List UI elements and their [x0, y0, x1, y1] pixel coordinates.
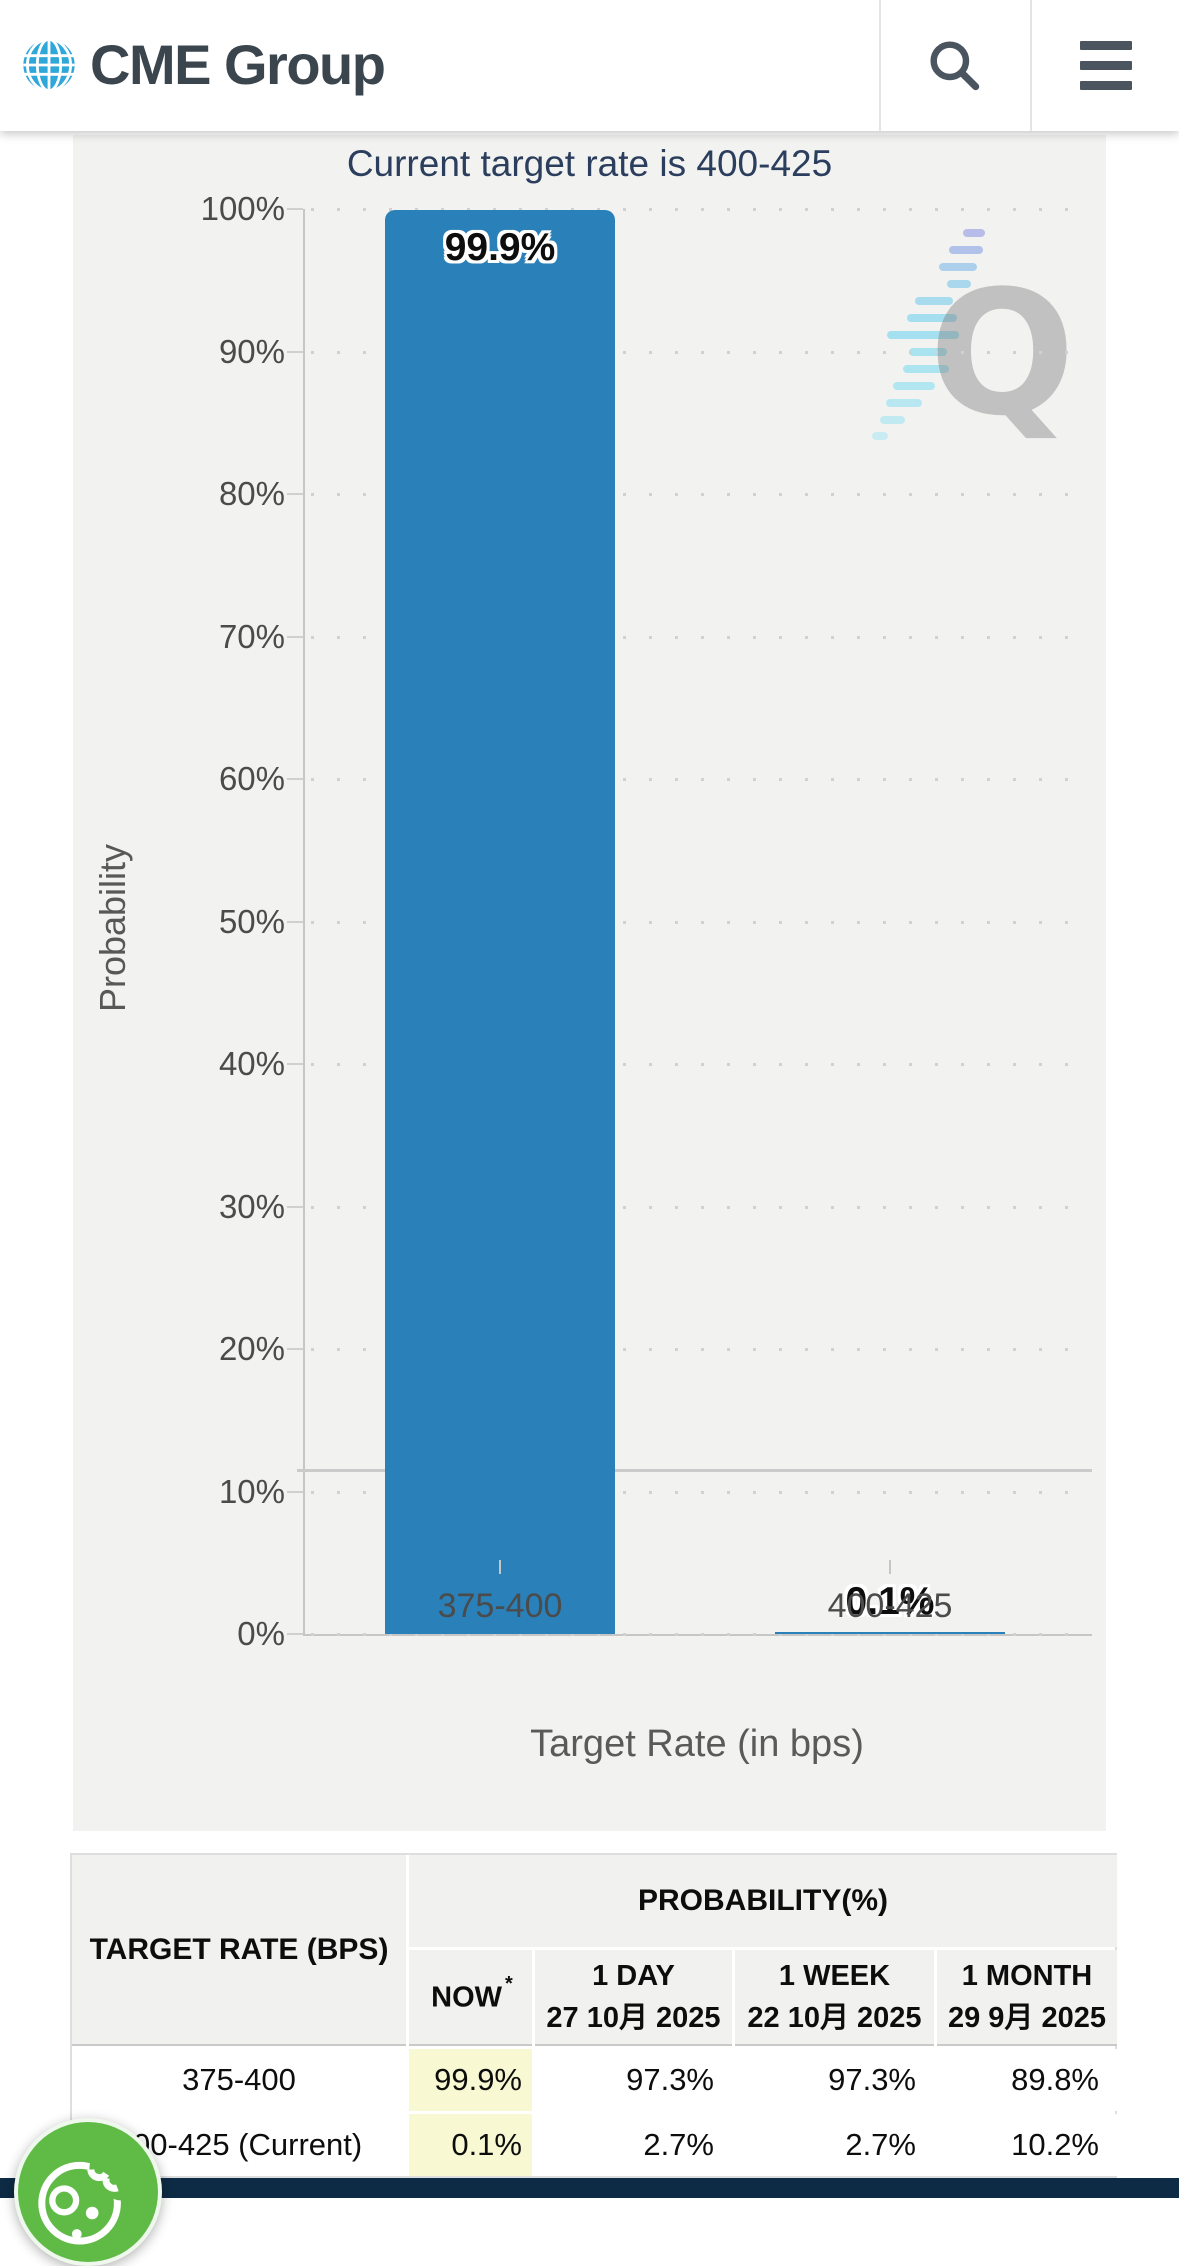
- y-tick-label: 0%: [237, 1615, 285, 1652]
- table-cell-now: 0.1%: [409, 2114, 532, 2176]
- y-tick-mark: [287, 493, 303, 495]
- site-header: CME Group: [0, 0, 1179, 131]
- gridline: [311, 350, 1091, 354]
- gridline: [311, 1063, 1091, 1066]
- table-cell-day: 2.7%: [535, 2114, 732, 2176]
- header-divider: [879, 0, 881, 131]
- gridline: [311, 1633, 1091, 1636]
- cookie-consent-widget-button[interactable]: [14, 2118, 162, 2266]
- y-tick-mark: [287, 920, 303, 923]
- gridline: [311, 493, 1091, 496]
- table-column-header: 1 WEEK 22 10月 2025: [735, 1950, 934, 2046]
- bar-value-label: 99.9%: [444, 226, 556, 270]
- table-cell-week: 97.3%: [735, 2049, 934, 2111]
- search-icon: [930, 40, 980, 90]
- y-tick-label: 50%: [218, 902, 285, 940]
- y-tick-mark: [287, 1490, 303, 1493]
- y-tick-label: 30%: [218, 1187, 285, 1225]
- gridline: [311, 1490, 1091, 1494]
- x-tick-label: 400-425: [827, 1587, 953, 1625]
- gridline: [311, 208, 1091, 211]
- cme-group-logo[interactable]: CME Group: [21, 18, 386, 112]
- search-button[interactable]: [881, 0, 1029, 131]
- x-tick-mark: [889, 1560, 891, 1574]
- table-column-header: 1 MONTH 29 9月 2025: [937, 1950, 1117, 2046]
- gridline: [311, 778, 1091, 781]
- table-cell-month: 10.2%: [937, 2114, 1117, 2176]
- bar-400-425[interactable]: [775, 1632, 1005, 1634]
- plot-area: 99.9% 0.1%: [303, 208, 1091, 1636]
- bar-value-label: 0.1%: [845, 1580, 935, 1623]
- y-tick-label: 80%: [218, 475, 285, 512]
- y-tick-mark: [287, 778, 303, 780]
- table-column-header: 1 DAY 27 10月 2025: [535, 1950, 732, 2046]
- page-footer: [0, 2178, 1179, 2198]
- y-tick-label: 20%: [218, 1330, 285, 1367]
- x-tick-mark: [499, 1560, 501, 1574]
- y-tick-mark: [287, 635, 303, 638]
- gridline: [311, 635, 1091, 639]
- gridline: [311, 1348, 1091, 1351]
- y-tick-label: 60%: [218, 760, 285, 797]
- fedwatch-chart-panel: Current target rate is 400-425 Q Probabi…: [73, 135, 1106, 1831]
- x-tick-label: 375-400: [437, 1587, 563, 1625]
- gridline: [311, 920, 1091, 924]
- y-tick-label: 10%: [218, 1472, 285, 1510]
- table-cell-now: 99.9%: [409, 2049, 532, 2111]
- brand-text: CME Group: [90, 33, 386, 96]
- gridline: [311, 1205, 1091, 1209]
- chart-title: Current target rate is 400-425: [346, 143, 833, 184]
- y-tick-mark: [287, 1348, 303, 1350]
- reference-line: [297, 1469, 1092, 1472]
- x-axis-title: Target Rate (in bps): [530, 1723, 864, 1765]
- header-divider: [1030, 0, 1032, 131]
- hamburger-menu-icon: [1080, 41, 1132, 90]
- y-tick-mark: [287, 208, 303, 210]
- table-column-header: NOW *: [409, 1950, 532, 2046]
- globe-icon: [23, 37, 75, 93]
- y-tick-label: 100%: [200, 190, 285, 227]
- bar-375-400[interactable]: [385, 210, 615, 1634]
- table-cell-day: 97.3%: [535, 2049, 732, 2111]
- probability-table: TARGET RATE (BPS) PROBABILITY(%) NOW * 1 D…: [70, 1853, 1117, 2178]
- y-tick-mark: [287, 1633, 303, 1635]
- y-tick-label: 70%: [218, 617, 285, 655]
- y-tick-mark: [287, 350, 303, 353]
- y-tick-mark: [287, 1063, 303, 1065]
- cookie-icon: [38, 2150, 135, 2245]
- table-cell-week: 2.7%: [735, 2114, 934, 2176]
- y-tick-mark: [287, 1205, 303, 1208]
- table-group-header: PROBABILITY(%): [409, 1855, 1117, 1947]
- table-row-header: TARGET RATE (BPS): [72, 1855, 406, 2046]
- table-cell-rate: 375-400: [72, 2049, 406, 2111]
- y-tick-label: 40%: [218, 1045, 285, 1082]
- quikstrike-watermark-q: Q: [929, 253, 1076, 454]
- menu-button[interactable]: [1032, 0, 1179, 131]
- y-tick-label: 90%: [218, 332, 285, 370]
- table-cell-month: 89.8%: [937, 2049, 1117, 2111]
- y-axis-line: [303, 209, 305, 1635]
